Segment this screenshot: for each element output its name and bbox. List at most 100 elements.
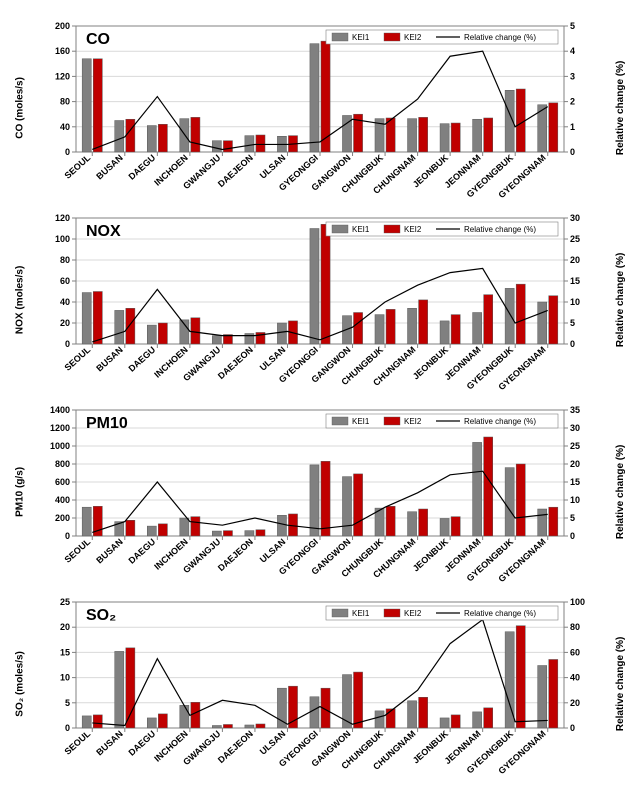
- bar-kei2: [484, 708, 493, 728]
- bar-kei1: [245, 531, 254, 536]
- bar-kei2: [484, 295, 493, 344]
- bar-kei2: [549, 507, 558, 536]
- bar-kei1: [440, 518, 449, 536]
- line-relative-change: [92, 620, 547, 726]
- svg-text:5: 5: [65, 698, 70, 708]
- bar-kei2: [126, 119, 135, 152]
- svg-text:160: 160: [55, 46, 70, 56]
- bar-kei2: [419, 300, 428, 344]
- svg-text:80: 80: [60, 255, 70, 265]
- chart-panel-co: CO (moles/s)Relative change (%)040801201…: [24, 18, 616, 200]
- bar-kei2: [191, 318, 200, 344]
- bar-kei2: [158, 124, 167, 152]
- y-axis-label-left: CO (moles/s): [15, 77, 26, 139]
- bar-kei1: [408, 308, 417, 344]
- bar-kei1: [212, 141, 221, 152]
- bar-kei2: [256, 135, 265, 152]
- bar-kei1: [408, 701, 417, 728]
- svg-text:40: 40: [60, 297, 70, 307]
- bar-kei1: [440, 124, 449, 152]
- bar-kei2: [256, 724, 265, 728]
- bar-kei2: [419, 697, 428, 728]
- bar-kei2: [354, 313, 363, 345]
- bar-kei1: [82, 507, 91, 536]
- bar-kei2: [93, 59, 102, 152]
- svg-text:DAEJEON: DAEJEON: [216, 729, 255, 766]
- svg-text:ULSAN: ULSAN: [258, 537, 288, 565]
- bar-kei2: [158, 524, 167, 536]
- bar-kei2: [419, 117, 428, 152]
- svg-text:35: 35: [570, 405, 580, 415]
- bar-kei2: [126, 308, 135, 344]
- svg-text:25: 25: [60, 597, 70, 607]
- y-axis-label-right: Relative change (%): [615, 637, 626, 731]
- svg-text:20: 20: [60, 318, 70, 328]
- svg-text:40: 40: [60, 122, 70, 132]
- bar-kei2: [256, 530, 265, 536]
- bar-kei1: [212, 336, 221, 344]
- bar-kei2: [223, 531, 232, 536]
- bar-kei2: [158, 714, 167, 728]
- chart-title: SO₂: [86, 607, 116, 624]
- bar-kei1: [115, 310, 124, 344]
- legend: KEI1KEI2Relative change (%): [326, 222, 558, 236]
- svg-text:ULSAN: ULSAN: [258, 729, 288, 757]
- bar-kei1: [147, 126, 156, 152]
- bar-kei1: [147, 718, 156, 728]
- bar-kei2: [419, 509, 428, 536]
- svg-text:Relative change (%): Relative change (%): [464, 33, 536, 42]
- svg-text:15: 15: [570, 276, 580, 286]
- chart-title: PM10: [86, 415, 128, 432]
- bar-kei1: [180, 705, 189, 728]
- legend: KEI1KEI2Relative change (%): [326, 414, 558, 428]
- bar-kei2: [126, 648, 135, 728]
- chart-panel-so2: SO₂ (moles/s)Relative change (%)05101520…: [24, 594, 616, 776]
- svg-text:0: 0: [65, 723, 70, 733]
- svg-text:20: 20: [570, 698, 580, 708]
- svg-text:Relative change (%): Relative change (%): [464, 225, 536, 234]
- bar-kei2: [516, 464, 525, 536]
- bar-kei1: [277, 688, 286, 728]
- svg-text:60: 60: [570, 647, 580, 657]
- svg-text:10: 10: [570, 495, 580, 505]
- bar-kei1: [82, 716, 91, 728]
- bar-kei2: [549, 296, 558, 344]
- svg-text:20: 20: [570, 255, 580, 265]
- svg-text:30: 30: [570, 423, 580, 433]
- bar-kei1: [245, 725, 254, 728]
- svg-text:80: 80: [60, 97, 70, 107]
- svg-text:15: 15: [570, 477, 580, 487]
- svg-text:15: 15: [60, 647, 70, 657]
- bar-kei1: [473, 712, 482, 728]
- svg-text:120: 120: [55, 71, 70, 81]
- svg-text:DAEJEON: DAEJEON: [216, 345, 255, 382]
- svg-text:5: 5: [570, 21, 575, 31]
- svg-text:BUSAN: BUSAN: [94, 537, 124, 566]
- bar-kei2: [93, 292, 102, 345]
- svg-text:KEI2: KEI2: [404, 225, 422, 234]
- bar-kei1: [505, 288, 514, 344]
- svg-text:25: 25: [570, 441, 580, 451]
- svg-text:1200: 1200: [50, 423, 70, 433]
- bar-kei2: [516, 626, 525, 728]
- svg-text:KEI2: KEI2: [404, 33, 422, 42]
- svg-text:DAEGU: DAEGU: [126, 153, 157, 182]
- chart-stack: CO (moles/s)Relative change (%)040801201…: [24, 18, 616, 776]
- svg-text:120: 120: [55, 213, 70, 223]
- bar-kei1: [342, 477, 351, 536]
- bar-kei2: [191, 117, 200, 152]
- svg-text:0: 0: [65, 531, 70, 541]
- bar-kei1: [375, 711, 384, 728]
- bar-kei1: [180, 119, 189, 152]
- bar-kei1: [538, 666, 547, 729]
- bar-kei2: [354, 672, 363, 728]
- svg-text:5: 5: [570, 513, 575, 523]
- bar-kei2: [451, 517, 460, 536]
- chart-panel-pm10: PM10 (g/s)Relative change (%)02004006008…: [24, 402, 616, 584]
- bar-kei1: [115, 651, 124, 728]
- svg-text:ULSAN: ULSAN: [258, 153, 288, 181]
- svg-text:25: 25: [570, 234, 580, 244]
- svg-text:80: 80: [570, 622, 580, 632]
- svg-text:60: 60: [60, 276, 70, 286]
- bar-kei1: [277, 515, 286, 536]
